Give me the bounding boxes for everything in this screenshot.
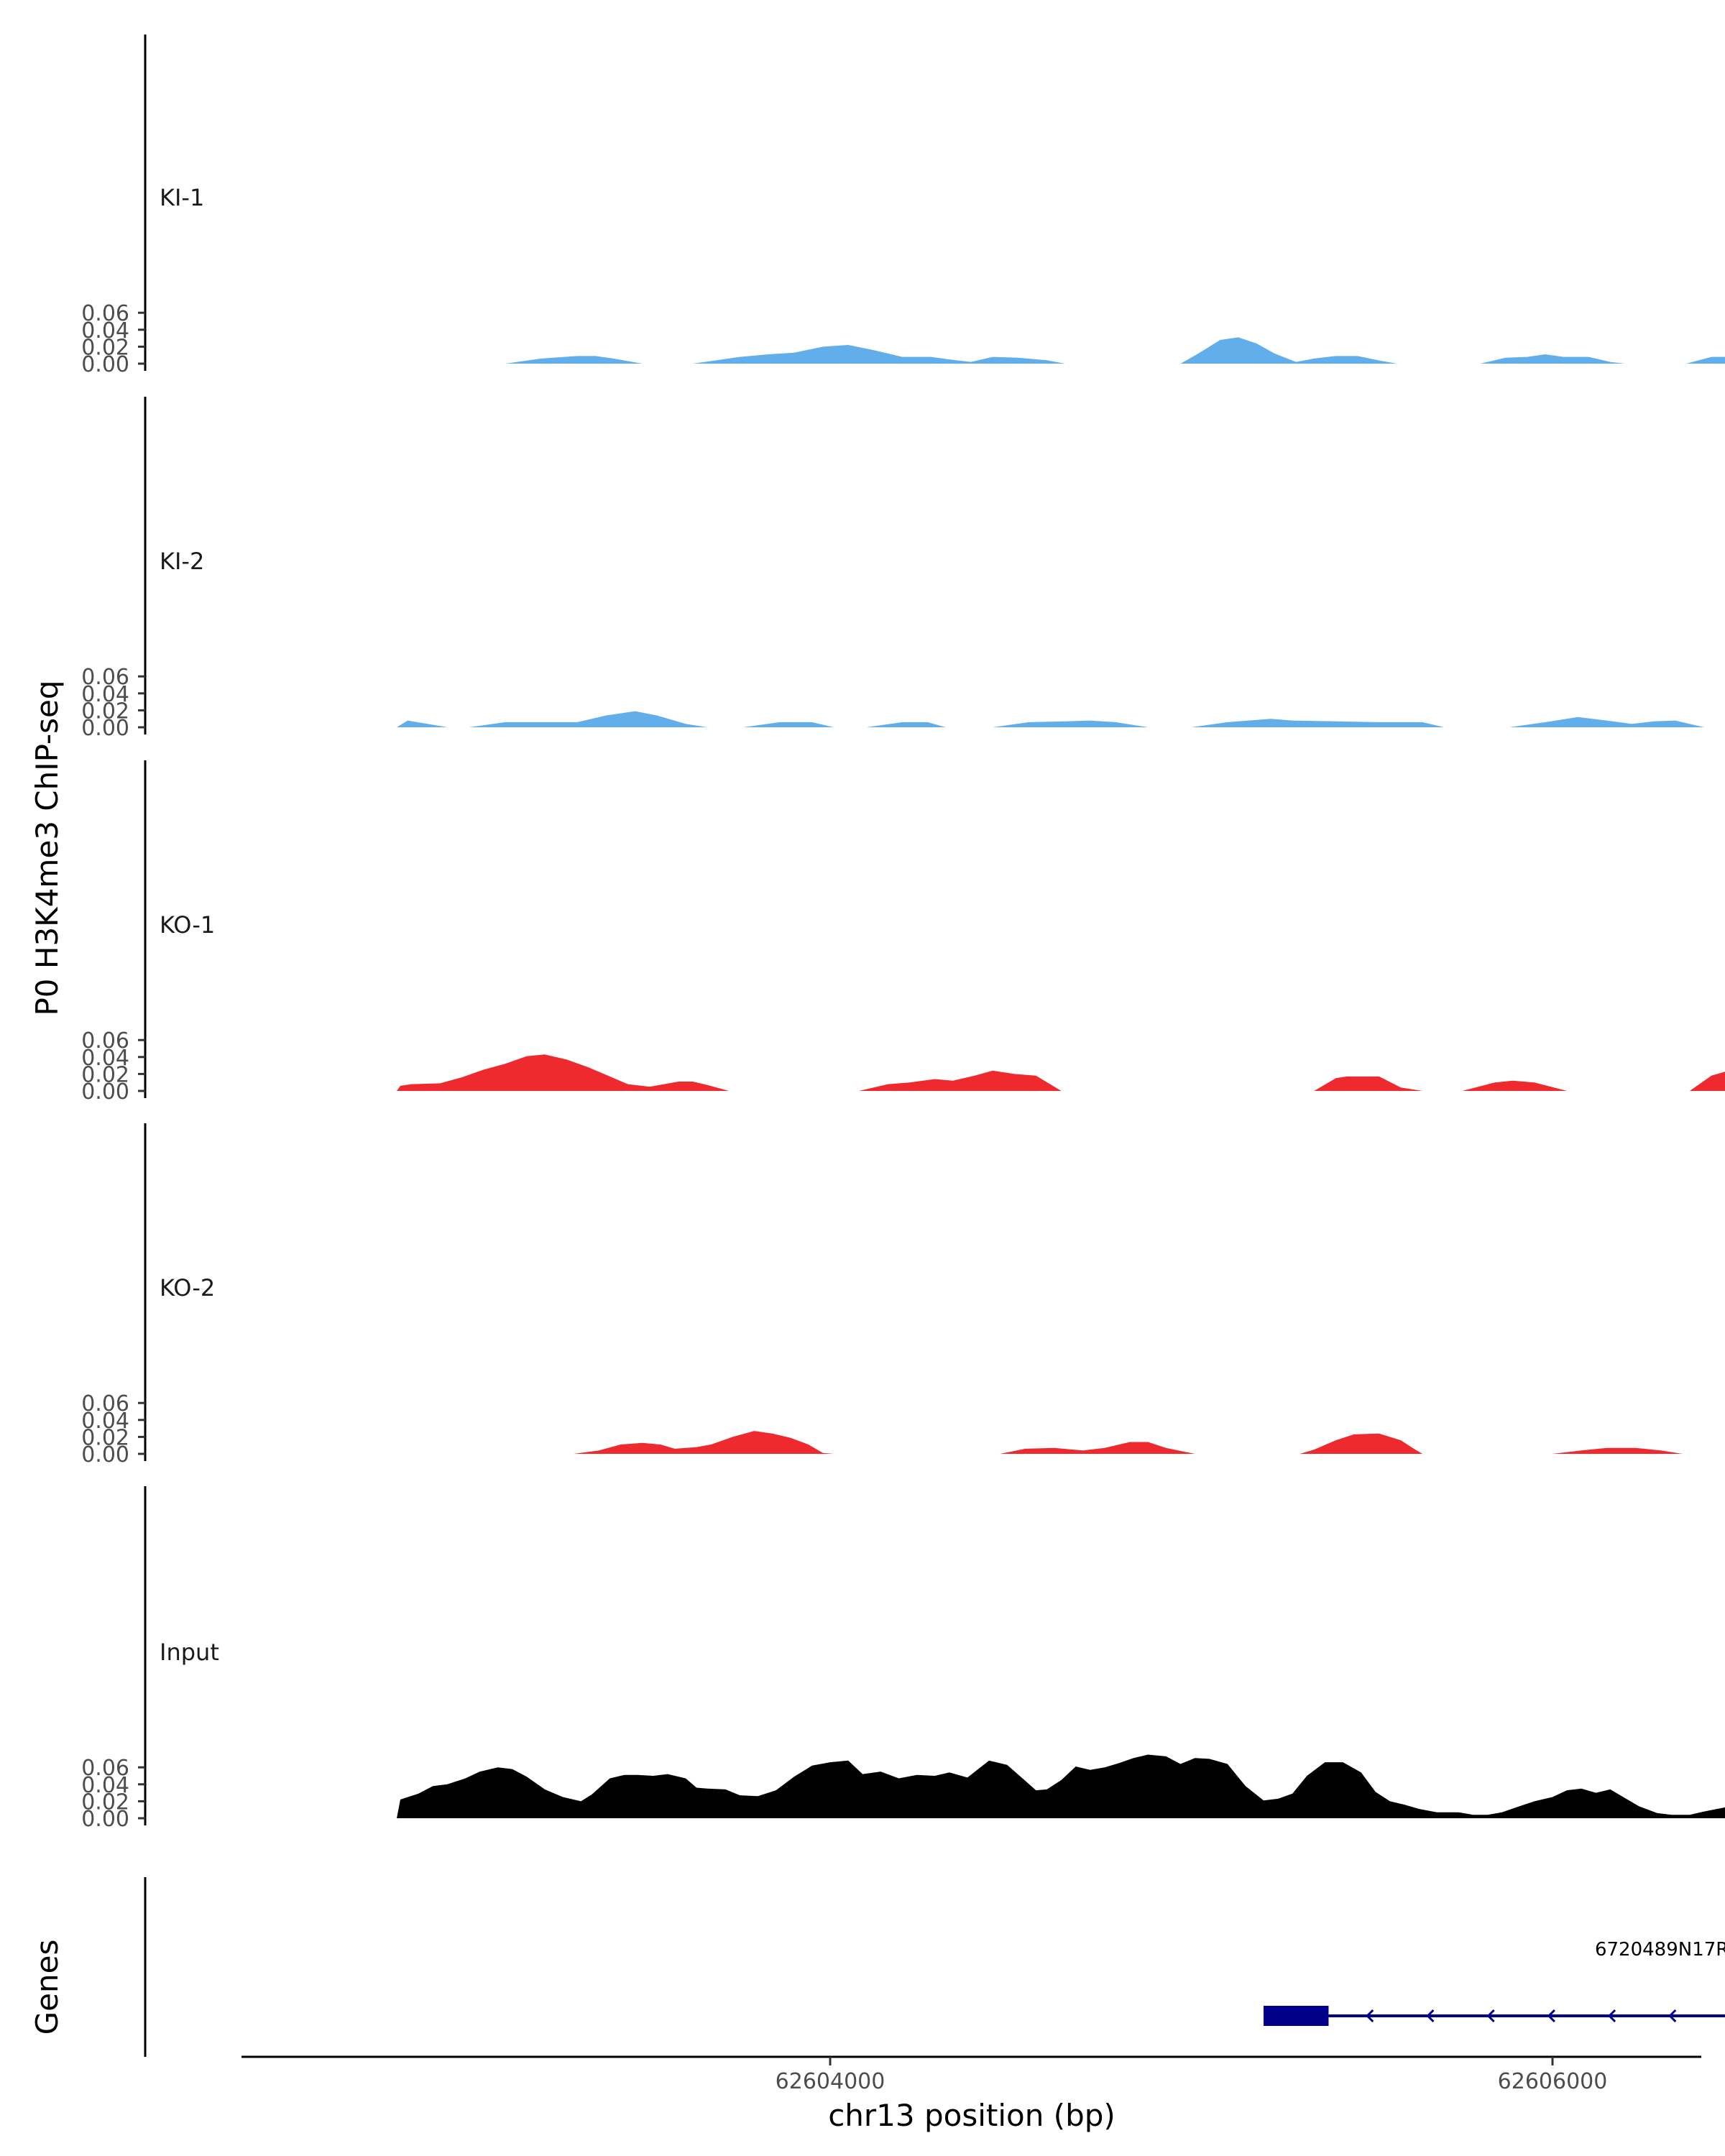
track-label: KO-1 xyxy=(160,911,215,939)
signal-area-ki-2 xyxy=(397,711,1725,727)
y-tick-label: 0.04 xyxy=(81,1046,129,1071)
track-ki-1: 0.000.020.040.06 KI-1 xyxy=(81,34,1725,377)
track-label: KI-1 xyxy=(160,184,204,211)
x-tick-label: 62604000 xyxy=(776,2069,886,2094)
track-label: Input xyxy=(160,1639,219,1666)
strand-arrow xyxy=(1366,2009,1374,2023)
gene-name-label: 6720489N17Rik xyxy=(1595,1939,1725,1961)
track-ko-1: 0.000.020.040.06 KO-1 xyxy=(81,760,1725,1105)
y-tick-label: 0.02 xyxy=(81,1789,129,1815)
track-ko-2: 0.000.020.040.06 KO-2 xyxy=(81,1123,1725,1468)
y-tick-label: 0.00 xyxy=(81,352,129,377)
y-tick-label: 0.00 xyxy=(81,716,129,741)
tracks-layer: 0.000.020.040.06KI-10.000.020.040.06KI-2… xyxy=(81,34,1725,1832)
genes-panel: 6720489N17Rik xyxy=(144,1877,1725,2057)
y-tick-label: 0.00 xyxy=(81,1079,129,1105)
strand-arrow xyxy=(1607,2009,1616,2023)
x-tick-label: 62606000 xyxy=(1498,2069,1608,2094)
y-tick-label: 0.06 xyxy=(81,301,129,326)
strand-arrow xyxy=(1486,2009,1495,2023)
track-ki-2: 0.000.020.040.06 KI-2 xyxy=(81,397,1725,741)
gene-exon xyxy=(1264,2006,1329,2026)
genes-axis-title: Genes xyxy=(29,1940,65,2035)
x-axis: 62604000626060006260800062610000 xyxy=(242,2055,1701,2094)
y-tick-label: 0.06 xyxy=(81,1391,129,1416)
strand-arrow xyxy=(1547,2009,1555,2023)
strand-arrow xyxy=(1668,2009,1677,2023)
y-tick-label: 0.00 xyxy=(81,1442,129,1468)
y-axis-title: P0 H3K4me3 ChIP-seq xyxy=(29,680,65,1015)
signal-area-ko-2 xyxy=(574,1431,1725,1454)
track-label: KO-2 xyxy=(160,1274,215,1302)
track-input: 0.000.020.040.06 Input xyxy=(81,1486,1725,1832)
y-tick-label: 0.06 xyxy=(81,1756,129,1781)
y-tick-label: 0.04 xyxy=(81,318,129,344)
y-tick-label: 0.06 xyxy=(81,665,129,690)
track-label: KI-2 xyxy=(160,548,204,575)
y-tick-label: 0.04 xyxy=(81,682,129,707)
y-tick-label: 0.02 xyxy=(81,1062,129,1087)
y-tick-label: 0.06 xyxy=(81,1028,129,1054)
y-tick-label: 0.04 xyxy=(81,1773,129,1798)
signal-area-input xyxy=(397,1754,1725,1818)
x-axis-title: chr13 position (bp) xyxy=(828,2098,1116,2133)
signal-area-ki-1 xyxy=(505,337,1725,364)
y-tick-label: 0.02 xyxy=(81,335,129,360)
signal-area-ko-1 xyxy=(397,1054,1725,1091)
y-tick-label: 0.02 xyxy=(81,699,129,724)
y-tick-label: 0.00 xyxy=(81,1807,129,1832)
y-tick-label: 0.04 xyxy=(81,1409,129,1434)
y-tick-label: 0.02 xyxy=(81,1425,129,1450)
strand-arrow xyxy=(1426,2009,1435,2023)
